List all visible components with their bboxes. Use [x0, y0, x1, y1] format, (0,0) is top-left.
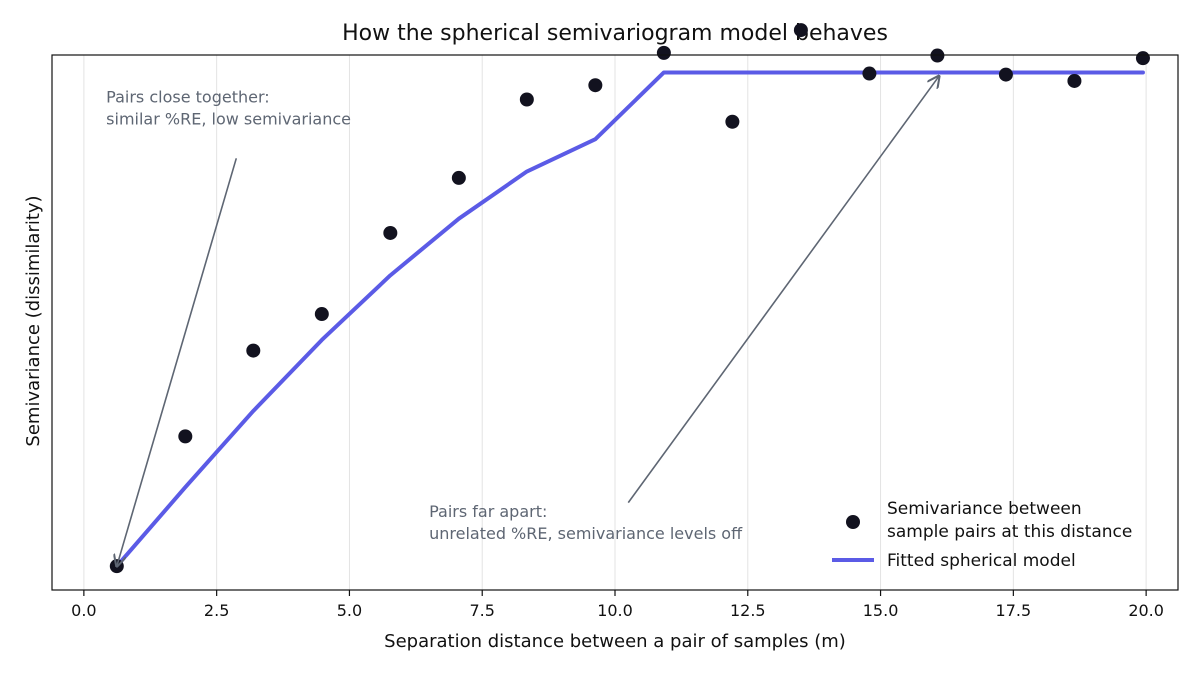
data-point-5 [451, 170, 466, 185]
data-point-15 [1135, 51, 1150, 66]
data-point-6 [519, 92, 534, 107]
x-tick-label-7: 17.5 [996, 601, 1032, 620]
data-point-7 [588, 78, 603, 93]
y-axis-label: Semivariance (dissimilarity) [23, 195, 44, 446]
data-point-10 [793, 23, 808, 38]
data-point-2 [246, 343, 261, 358]
grid-lines [83, 55, 1147, 590]
data-point-14 [1067, 73, 1082, 88]
x-tick-label-8: 20.0 [1128, 601, 1164, 620]
legend-label-line: Fitted spherical model [887, 551, 1076, 571]
legend-marker-points [846, 515, 860, 529]
x-tick-label-1: 2.5 [204, 601, 229, 620]
x-tick-label-0: 0.0 [71, 601, 96, 620]
x-tick-label-6: 15.0 [863, 601, 899, 620]
x-axis-ticks: 0.0 2.5 5.0 7.5 10.0 12.5 15.0 17.5 20.0 [71, 590, 1164, 620]
data-point-11 [862, 66, 877, 81]
data-point-9 [725, 114, 740, 129]
x-axis-label: Separation distance between a pair of sa… [384, 631, 846, 652]
fitted-model-line [114, 70, 1145, 569]
data-point-8 [656, 45, 671, 60]
data-point-1 [178, 429, 193, 444]
x-tick-label-4: 10.0 [597, 601, 633, 620]
annotation-arrow-far [627, 76, 939, 504]
model-line-layer [114, 70, 1145, 569]
annotation-text-close-0: Pairs close together: [106, 88, 269, 107]
legend: Semivariance between sample pairs at this… [832, 499, 1132, 571]
data-point-4 [383, 225, 398, 240]
annotation-text-far-1: unrelated %RE, semivariance levels off [429, 524, 743, 543]
x-tick-label-2: 5.0 [337, 601, 362, 620]
annotation-text-far-0: Pairs far apart: [429, 502, 547, 521]
annotation-text-close-1: similar %RE, low semivariance [106, 110, 351, 129]
annotation-arrow-close [117, 158, 238, 566]
x-tick-label-3: 7.5 [469, 601, 494, 620]
data-point-13 [998, 67, 1013, 82]
legend-label-points-1: sample pairs at this distance [887, 522, 1132, 542]
annotations: Pairs close together: similar %RE, low se… [106, 76, 939, 566]
legend-label-points-0: Semivariance between [887, 499, 1082, 519]
data-point-3 [314, 307, 329, 322]
x-tick-label-5: 12.5 [730, 601, 766, 620]
